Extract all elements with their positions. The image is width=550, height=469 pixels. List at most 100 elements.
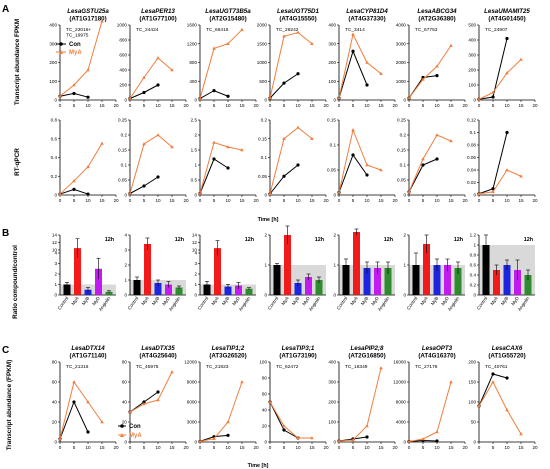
bar-plot-1-bar-3 — [165, 284, 172, 295]
plot-c-0-ytick-label-2: 40 — [52, 400, 58, 405]
plot-a1-0-gene-name: LesaGSTU25a — [67, 8, 109, 15]
legend-mya-label: MyA — [69, 50, 82, 56]
bar-plot-5-cat-label-2: MyB — [430, 296, 439, 306]
bar-plot-3-time-label: 12h — [315, 237, 324, 243]
y-axis-title-fpkm-c: Transcript abundance (FPKM) — [6, 360, 13, 451]
plot-a2-3-ytick-label-3: 0.15 — [258, 136, 267, 141]
plot-a2-5-ytick-label-1: 0.05 — [397, 178, 406, 183]
plot-a2-1-xtick-label-4: 20 — [183, 198, 189, 203]
bar-plot-4-ytick-label-0: 0 — [333, 293, 336, 298]
bar-plot-2-cat-label-3: MyD — [231, 295, 241, 306]
plot-a1-2-mya-point-1 — [212, 46, 216, 50]
bar-plot-4-bar-1 — [353, 232, 360, 295]
plot-a2-1-xtick-label-3: 15 — [169, 198, 175, 203]
plot-c-2-xtick-label-4: 20 — [253, 445, 259, 450]
plot-c-2-xtick-label-0: 0 — [199, 445, 202, 450]
plot-c-3-series-con — [269, 401, 299, 439]
plot-a2-0-series-mya — [59, 143, 103, 195]
bar-plot-1-ytick-label-4: 4 — [124, 233, 127, 238]
plot-c-1-xtick-label-3: 15 — [169, 445, 175, 450]
bar-plot-4-cat-label-3: MyD — [370, 295, 380, 306]
bar-plot-5-bar-4 — [454, 268, 462, 295]
plot-a2-6-mya-point-1 — [491, 189, 495, 194]
plot-a2-2-ytick-label-5: 2.5 — [191, 118, 198, 123]
plot-a1-2-xtick-label-2: 10 — [225, 103, 231, 108]
plot-a2-6-ytick-label-2: 0.04 — [467, 168, 476, 173]
plot-c-5-xtick-label-0: 0 — [408, 445, 411, 450]
bar-plot-6-ytick-label-3: 0.6 — [470, 263, 477, 268]
legend-c-con-label: Con — [129, 424, 141, 430]
bar-plot-1-cat-label-1: MyA — [140, 295, 150, 306]
plot-a1-2-ytick-label-0: 0 — [194, 98, 197, 103]
plot-a1-3-mya-point-1 — [282, 34, 286, 38]
plot-c-4-series-mya — [338, 367, 382, 442]
bar-plot-6-ytick-label-4: 0.8 — [470, 253, 477, 258]
plot-a2-1-mya-point-0 — [128, 191, 132, 195]
plot-c-0-xtick-label-1: 5 — [73, 445, 76, 450]
plot-c-5-ytick-label-2: 8000 — [396, 400, 407, 405]
plot-a2-6-ytick-label-0: 0 — [473, 193, 476, 198]
plot-a1-0-tc-label-0: TC_23016+ — [66, 27, 91, 33]
bar-plot-2-ytick-label-6: 12 — [192, 240, 198, 245]
plot-a1-2-series-mya — [199, 29, 243, 99]
bar-plot-0-cat-label-0: Control — [57, 296, 70, 311]
plot-a2-1-ytick-label-3: 0.15 — [118, 148, 127, 153]
plot-c-3-series-mya — [269, 401, 312, 439]
plot-a2-4-con-point-1 — [351, 153, 355, 157]
plot-c-1-xtick-label-2: 10 — [155, 445, 161, 450]
plot-a2-6-mya-point-3 — [519, 174, 523, 178]
plot-a1-5-agi-code: (AT2G36380) — [418, 16, 455, 23]
bar-plot-4-time-label: 12h — [384, 237, 393, 243]
plot-c-6-tc-label-0: TC_40761 — [485, 364, 508, 370]
plot-c-0-ytick-label-4: 80 — [52, 360, 58, 365]
plot-c-5-ytick-label-4: 16000 — [393, 360, 406, 365]
bar-plot-6-time-label: 12h — [524, 237, 533, 243]
plot-a1-2-con-point-1 — [212, 89, 216, 93]
plot-c-2-con-point-2 — [226, 433, 230, 437]
plot-c-3-xtick-label-1: 5 — [283, 445, 286, 450]
plot-a1-4-con-point-1 — [351, 49, 355, 53]
legend-a: Con MyA — [56, 42, 82, 56]
plot-a2-3-mya-point-1 — [282, 136, 286, 141]
bar-plot-6-cat-label-1: MyA — [489, 295, 499, 306]
bar-plot-6-cat-label-4: Angiolin — [517, 295, 531, 312]
bar-plot-0-ytick-label-3: 3 — [54, 261, 57, 266]
plot-a2-3-series-con — [269, 164, 299, 195]
legend-mya-marker — [59, 50, 63, 54]
plot-a1-3-ytick-label-0: 0 — [264, 98, 267, 103]
bar-plot-4-cat-label-4: Angiolin — [377, 295, 391, 312]
plot-c-0-ytick-label-1: 20 — [52, 420, 58, 425]
plot-a1-0-mya-point-0 — [58, 94, 62, 98]
bar-plot-3-cat-label-1: MyA — [280, 295, 290, 306]
plot-a1-2-xtick-label-1: 5 — [213, 103, 216, 108]
plot-a2-0-ytick-label-4: 0.8 — [51, 118, 58, 123]
legend-c-mya-marker — [120, 433, 124, 437]
bar-plot-4-ytick-label-1: 1 — [333, 263, 336, 268]
plot-a2-3-xtick-label-0: 0 — [269, 198, 272, 203]
plot-c-1-gene-name: LesaDTX35 — [141, 345, 175, 352]
plot-c-5-series-mya — [408, 381, 452, 442]
plot-c-6-xtick-label-1: 5 — [492, 445, 495, 450]
bar-plot-0-ytick-label-0: 0 — [54, 293, 57, 298]
plot-c-3-ytick-label-5: 100 — [259, 360, 267, 365]
plot-a1-4-tc-label-0: TC_3414 — [345, 27, 365, 33]
plot-a1-0-con-point-1 — [72, 91, 76, 96]
bar-plot-2-ytick-label-0: 0 — [194, 293, 197, 298]
plot-c-1-ytick-label-1: 20 — [122, 420, 128, 425]
plot-c-0-mya-point-2 — [86, 400, 90, 404]
plot-c-6-con-point-2 — [505, 376, 509, 380]
plot-c-0-mya-point-1 — [72, 380, 76, 384]
plot-a2-2-ytick-label-2: 1 — [194, 163, 197, 168]
plot-a1-1-ytick-label-5: 1000 — [117, 23, 128, 28]
plot-a1-4-ytick-label-4: 400 — [328, 23, 336, 28]
plot-a1-6-mya-point-2 — [505, 71, 509, 75]
plot-a2-2-ytick-label-3: 1.5 — [191, 148, 198, 153]
bar-plot-1-cat-label-4: Angiolin — [168, 295, 182, 312]
plot-a2-4-mya-point-2 — [365, 163, 369, 167]
bar-plot-3-cat-label-0: Control — [267, 296, 280, 311]
bar-plot-0-bar-4 — [105, 291, 113, 295]
plot-c-0-ytick-label-3: 60 — [52, 380, 58, 385]
plot-a1-0-mya-point-2 — [86, 68, 90, 72]
plot-a1-4-xtick-label-4: 20 — [392, 103, 398, 108]
